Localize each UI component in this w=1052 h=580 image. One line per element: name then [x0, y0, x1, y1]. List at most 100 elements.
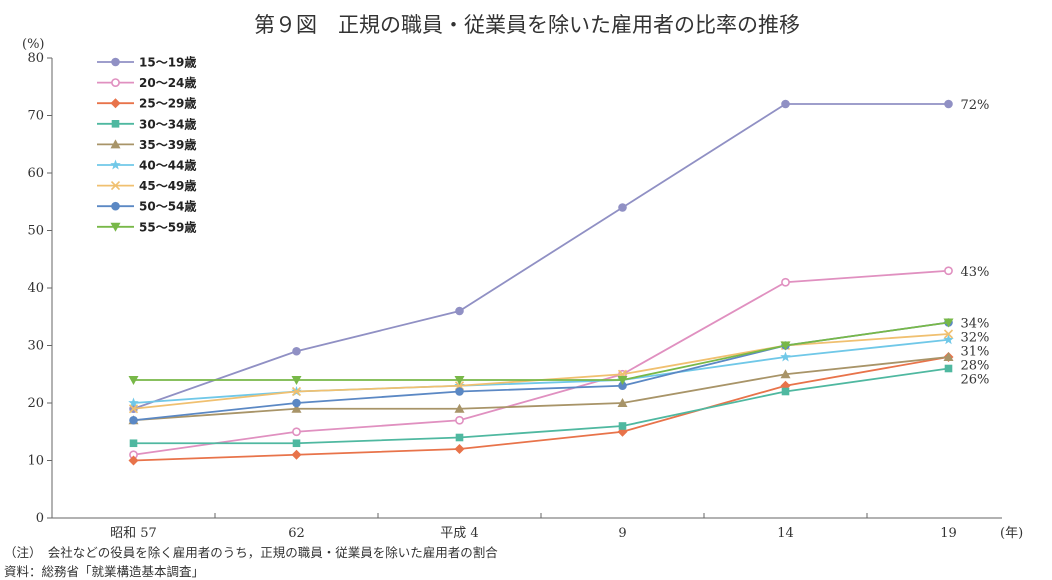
- series-line: [133, 356, 949, 462]
- footnote-source: 資料：総務省「就業構造基本調査」: [4, 564, 205, 579]
- series-8: [128, 318, 954, 385]
- legend-marker: [111, 78, 120, 87]
- legend-marker: [110, 181, 121, 191]
- data-point: [944, 364, 953, 373]
- data-point: [129, 439, 138, 448]
- series-line: [133, 321, 949, 381]
- legend-marker: [110, 222, 121, 232]
- series-0: [129, 99, 953, 414]
- data-point: [128, 397, 139, 408]
- y-tick-label: 70: [27, 109, 44, 124]
- data-point: [291, 376, 302, 385]
- legend-marker: [110, 159, 121, 170]
- data-point: [781, 387, 790, 396]
- legend-label: 20～24歳: [139, 75, 196, 90]
- data-point: [455, 387, 464, 396]
- y-tick-label: 30: [27, 339, 44, 354]
- data-point: [128, 376, 139, 385]
- series-line: [133, 367, 949, 445]
- series-line: [133, 356, 949, 422]
- end-value-label: 26%: [961, 373, 990, 388]
- data-point: [454, 376, 465, 385]
- data-point: [291, 449, 302, 460]
- x-tick-label: 14: [777, 526, 794, 541]
- legend-label: 30～34歳: [139, 116, 196, 131]
- data-point: [129, 415, 138, 425]
- data-point: [617, 376, 628, 385]
- data-point: [944, 266, 953, 276]
- series-7: [129, 318, 953, 425]
- series-line: [133, 103, 949, 410]
- x-tick-label: 平成 4: [440, 526, 478, 541]
- x-ticks: 昭和 57 62 平成 4 9 14 19: [110, 513, 957, 541]
- data-point: [617, 398, 628, 407]
- series-6: [128, 329, 954, 414]
- end-value-label: 34%: [961, 317, 990, 332]
- legend-label: 25～29歳: [139, 96, 196, 111]
- data-point: [454, 444, 465, 454]
- data-point: [454, 403, 465, 413]
- end-value-label: 32%: [961, 331, 990, 346]
- legend-marker: [111, 120, 120, 128]
- legend-label: 15～19歳: [139, 55, 196, 70]
- legend-label: 35～39歳: [139, 137, 196, 152]
- data-point: [128, 404, 139, 414]
- data-point: [781, 277, 790, 287]
- legend-item: 45～49歳: [97, 178, 196, 193]
- y-tick-label: 40: [27, 281, 44, 296]
- y-tick-label: 50: [27, 224, 44, 239]
- x-unit-label: (年): [1000, 526, 1023, 541]
- data-point: [780, 341, 791, 351]
- legend-item: 35～39歳: [97, 137, 196, 152]
- x-tick-label: 9: [618, 526, 626, 541]
- data-point: [292, 346, 301, 356]
- x-tick-label: 昭和 57: [110, 526, 157, 541]
- y-ticks: 0 10 20 30 40 50 60 70 80: [27, 51, 52, 526]
- legend-item: 15～19歳: [97, 55, 196, 70]
- data-point: [128, 455, 139, 466]
- end-value-label: 43%: [961, 265, 990, 280]
- legend-item: 25～29歳: [97, 96, 196, 111]
- data-point: [455, 306, 464, 316]
- legend-item: 55～59歳: [97, 219, 196, 234]
- series-2: [128, 352, 954, 466]
- y-tick-label: 20: [27, 396, 44, 411]
- legend-item: 30～34歳: [97, 116, 196, 131]
- data-point: [455, 433, 464, 442]
- chart-title: 第９図 正規の職員・従業員を除いた雇用者の比率の推移: [254, 13, 800, 37]
- legend: 15～19歳 20～24歳 25～29歳 30～34歳 35～39歳 40～44歳 45～4…: [97, 55, 196, 234]
- data-point: [943, 352, 954, 361]
- series-layer: [128, 99, 954, 466]
- data-point: [618, 203, 627, 212]
- data-point: [781, 99, 790, 109]
- data-point: [943, 329, 954, 339]
- legend-marker: [110, 139, 121, 149]
- data-point: [455, 415, 464, 425]
- series-3: [129, 364, 953, 448]
- x-tick-label: 62: [288, 526, 305, 541]
- legend-item: 20～24歳: [97, 75, 196, 90]
- y-tick-label: 0: [36, 511, 44, 526]
- data-point: [292, 398, 301, 408]
- footnote-note: （注） 会社などの役員を除く雇用者のうち，正規の職員・従業員を除いた雇用者の割合: [4, 545, 498, 560]
- legend-label: 55～59歳: [139, 219, 196, 234]
- data-point: [780, 369, 791, 379]
- end-value-label: 72%: [961, 98, 990, 113]
- legend-label: 40～44歳: [139, 158, 196, 173]
- legend-marker: [111, 201, 120, 211]
- end-labels: 72% 43% 34%32%31%28%26%: [961, 98, 990, 388]
- y-tick-label: 10: [27, 454, 44, 469]
- legend-marker: [110, 98, 121, 109]
- data-point: [291, 386, 302, 397]
- legend-item: 50～54歳: [97, 199, 196, 214]
- data-point: [943, 318, 954, 328]
- y-unit-label: (%): [22, 37, 45, 52]
- data-point: [291, 403, 302, 413]
- legend-marker: [111, 57, 120, 67]
- series-line: [133, 338, 949, 404]
- legend-label: 50～54歳: [139, 199, 196, 214]
- end-value-label: 28%: [961, 359, 990, 374]
- data-point: [292, 439, 301, 448]
- y-tick-label: 60: [27, 166, 44, 181]
